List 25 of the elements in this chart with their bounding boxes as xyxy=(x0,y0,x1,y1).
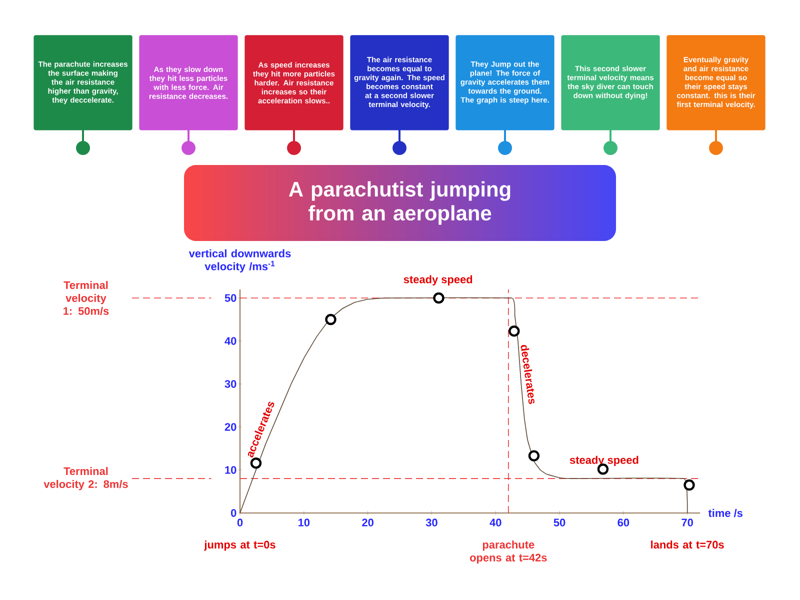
y-tick-label: 40 xyxy=(224,337,236,345)
x-tick-label: 20 xyxy=(362,518,374,526)
annotation: lands at t=70s xyxy=(651,540,724,549)
annotation: jumps at t=0s xyxy=(204,540,276,551)
x-tick-label: 50 xyxy=(554,518,566,526)
y-tick-label: 10 xyxy=(225,466,236,474)
annotation: steady speed xyxy=(404,275,472,286)
y-tick-label: 20 xyxy=(224,423,236,431)
x-tick-label: 30 xyxy=(426,518,438,526)
ref-line-label: parachute opens at t=42s xyxy=(470,540,547,564)
x-axis-title: time /s xyxy=(708,508,742,518)
ref-line-label: Terminal velocity 2: 8m/s xyxy=(44,467,128,490)
ref-line-label: Terminal velocity 1: 50m/s xyxy=(64,280,109,316)
x-tick-label: 0 xyxy=(237,518,243,526)
x-tick-label: 40 xyxy=(490,518,502,526)
x-tick-label: 60 xyxy=(618,518,630,526)
y-axis-title: vertical downwards velocity /ms$^{-1}$ xyxy=(188,249,291,272)
x-tick-label: 70 xyxy=(682,518,693,526)
annotation: steady speed xyxy=(570,456,638,466)
chart-title: A parachutist jumping from an aeroplane xyxy=(288,181,510,225)
y-tick-label: 50 xyxy=(224,294,236,302)
annotation: decelerates xyxy=(520,345,534,404)
y-tick-label: 0 xyxy=(231,509,236,517)
y-tick-label: 30 xyxy=(224,380,236,388)
x-tick-label: 10 xyxy=(298,518,310,526)
